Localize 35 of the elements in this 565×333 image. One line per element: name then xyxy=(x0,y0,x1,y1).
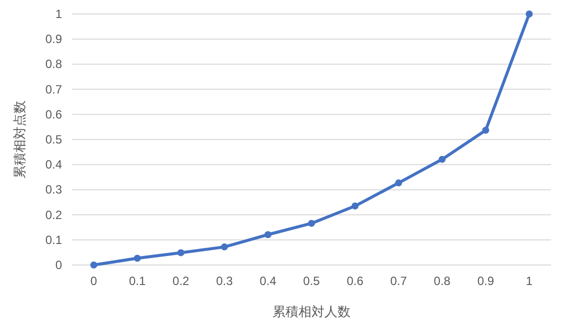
x-tick-label: 0.9 xyxy=(477,274,494,288)
x-tick-label: 0 xyxy=(90,274,98,288)
x-tick-label: 1 xyxy=(526,274,533,288)
point xyxy=(308,220,315,227)
x-axis-title: 累積相対人数 xyxy=(272,304,350,319)
x-tick-label: 0.6 xyxy=(346,274,364,288)
x-tick-label: 0.4 xyxy=(260,274,277,288)
point xyxy=(438,156,446,163)
y-tick-label: 0.7 xyxy=(45,82,62,96)
y-tick-label: 1 xyxy=(55,7,62,21)
y-tick-label: 0 xyxy=(55,258,62,272)
point xyxy=(90,262,98,268)
point xyxy=(264,231,272,238)
point xyxy=(526,10,533,18)
x-tick-label: 0.8 xyxy=(434,274,451,288)
y-tick-label: 0.6 xyxy=(45,107,62,122)
x-tick-label: 0.3 xyxy=(216,274,234,288)
x-tick-label: 0.5 xyxy=(303,274,320,288)
point xyxy=(482,126,490,134)
point xyxy=(177,249,184,256)
y-tick-label: 0.2 xyxy=(45,208,62,222)
point xyxy=(134,254,141,262)
x-tick-label: 0.7 xyxy=(390,274,408,288)
point xyxy=(352,202,359,210)
y-tick-label: 0.8 xyxy=(45,57,62,72)
y-tick-label: 0.1 xyxy=(45,232,62,247)
y-tick-label: 0.4 xyxy=(45,158,62,172)
point xyxy=(220,243,228,250)
x-tick-label: 0.1 xyxy=(128,274,146,288)
point xyxy=(395,179,402,186)
x-tick-label: 0.2 xyxy=(172,274,190,288)
y-tick-label: 0.3 xyxy=(45,182,62,197)
y-axis-title: 累積相対点数 xyxy=(12,100,27,178)
y-tick-label: 0.9 xyxy=(45,32,62,46)
y-tick-label: 0.5 xyxy=(45,132,62,146)
